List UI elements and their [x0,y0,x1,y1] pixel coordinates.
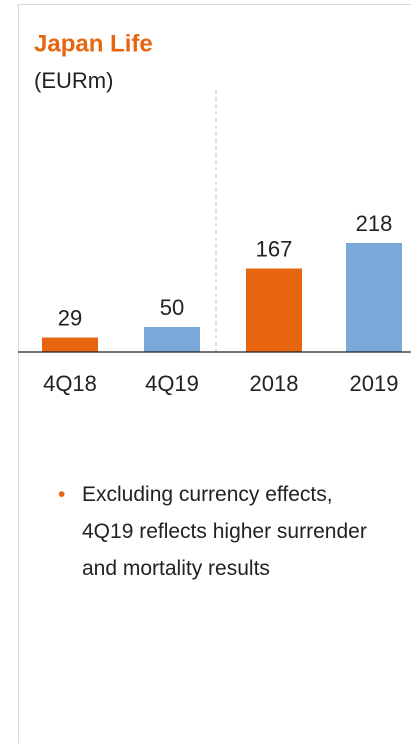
data-label: 167 [256,236,293,261]
x-tick-label: 4Q18 [43,371,97,396]
bullet-text: Excluding currency effects, 4Q19 reflect… [82,483,367,580]
x-tick-label: 4Q19 [145,371,199,396]
bar [346,243,402,352]
data-label: 50 [160,295,184,320]
x-tick-label: 2018 [250,371,299,396]
chart-subtitle: (EURm) [34,68,113,93]
panel-border [18,4,411,743]
data-label: 29 [58,305,82,330]
x-tick-label: 2019 [350,371,399,396]
chart-title: Japan Life [34,30,153,57]
data-label: 218 [356,211,393,236]
bar [42,337,98,352]
bullet-marker: • [58,483,66,506]
bar [246,268,302,352]
bar [144,327,200,352]
